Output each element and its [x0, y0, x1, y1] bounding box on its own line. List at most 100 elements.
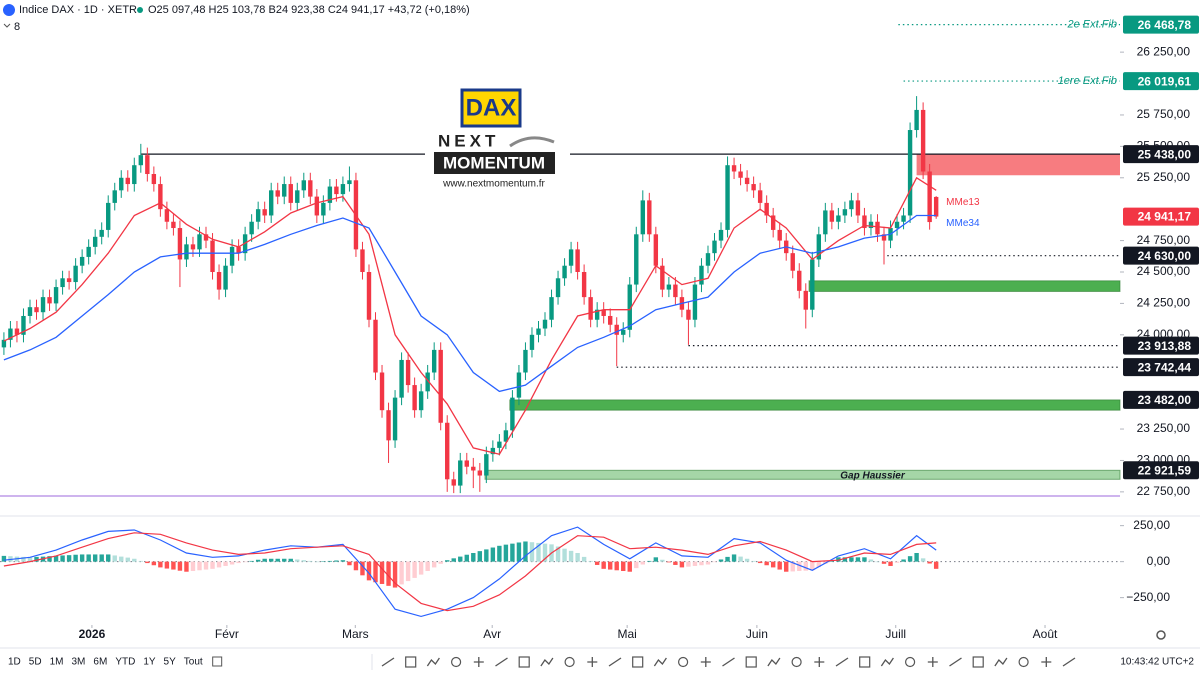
tool-icon[interactable] — [381, 657, 395, 667]
y-tick-label: 26 250,00 — [1137, 44, 1191, 58]
histogram-bar — [464, 554, 469, 562]
tool-icon[interactable] — [653, 657, 667, 667]
tool-icon[interactable] — [767, 657, 781, 667]
candle-body — [823, 210, 828, 235]
candle-body — [471, 466, 476, 471]
histogram-bar — [477, 551, 483, 562]
candle-body — [810, 259, 815, 310]
tool-icon[interactable] — [880, 657, 894, 667]
tool-icon[interactable] — [700, 657, 711, 667]
tool-icon[interactable] — [1062, 657, 1076, 667]
tool-icon[interactable] — [587, 657, 598, 667]
tool-icon[interactable] — [608, 657, 622, 667]
candle-body — [933, 196, 939, 217]
price-label-box — [1123, 390, 1199, 409]
histogram-bar — [888, 561, 893, 566]
tool-icon[interactable] — [632, 656, 644, 668]
histogram-bar — [503, 544, 509, 562]
candle-body — [236, 246, 241, 254]
tool-icon[interactable] — [451, 656, 462, 668]
candle-body — [751, 184, 756, 191]
candle-body — [73, 265, 78, 283]
tool-icon[interactable] — [814, 657, 825, 667]
indicator-count[interactable]: 8 — [14, 21, 20, 33]
range-button[interactable]: YTD — [115, 657, 135, 668]
tool-icon[interactable] — [994, 657, 1008, 667]
candle-body — [849, 200, 854, 210]
histogram-bar — [66, 555, 72, 562]
histogram-bar — [614, 561, 619, 571]
histogram-bar — [373, 561, 378, 583]
y-tick-label: 24 250,00 — [1137, 296, 1191, 310]
histogram-bar — [47, 556, 52, 562]
candle-body — [718, 229, 724, 241]
histogram-bar — [666, 561, 672, 563]
candle-body — [203, 234, 209, 241]
tool-icon[interactable] — [426, 657, 440, 667]
histogram-bar — [575, 553, 580, 562]
collapse-icon[interactable] — [3, 23, 11, 28]
tool-icon[interactable] — [791, 656, 802, 668]
symbol-name[interactable]: Indice DAX · 1D · XETR — [19, 4, 137, 16]
range-button[interactable]: 1D — [8, 657, 21, 668]
tool-icon[interactable] — [1018, 656, 1029, 668]
histogram-bar — [594, 561, 600, 565]
histogram-bar — [797, 561, 802, 571]
settings-icon[interactable] — [1156, 630, 1166, 640]
range-button[interactable]: 1M — [50, 657, 64, 668]
histogram-bar — [523, 541, 528, 562]
histogram-bar — [718, 559, 724, 562]
tool-icon[interactable] — [835, 657, 849, 667]
tool-icon[interactable] — [495, 657, 508, 667]
histogram-bar — [927, 561, 932, 564]
level-note: 2e Ext.Fib — [1066, 19, 1117, 31]
tool-icon[interactable] — [949, 657, 962, 667]
tool-icon[interactable] — [927, 657, 938, 667]
range-button[interactable]: 1Y — [143, 657, 156, 668]
histogram-bar — [516, 542, 522, 562]
candle-body — [8, 328, 13, 340]
tool-icon[interactable] — [540, 657, 554, 667]
tool-icon[interactable] — [405, 656, 417, 668]
candle-body — [40, 297, 46, 313]
candle-body — [803, 290, 808, 310]
histogram-bar — [282, 558, 287, 562]
candle-body — [255, 209, 261, 222]
candle-body — [119, 177, 124, 191]
tool-icon[interactable] — [473, 657, 484, 667]
x-tick-label: Avr — [483, 627, 501, 641]
range-button[interactable]: 6M — [93, 657, 107, 668]
candle-body — [86, 246, 91, 257]
range-button[interactable]: 3M — [72, 657, 86, 668]
tool-icon[interactable] — [1041, 657, 1052, 667]
candle-body — [510, 397, 515, 431]
candle-body — [60, 278, 65, 288]
candle-body — [190, 244, 196, 250]
tool-icon[interactable] — [677, 656, 689, 668]
candle-body — [836, 215, 841, 222]
tool-icon[interactable] — [518, 656, 530, 668]
candle-body — [386, 410, 391, 441]
tool-icon[interactable] — [904, 656, 916, 668]
candle-body — [497, 441, 502, 448]
candle-body — [405, 359, 411, 386]
date-range-icon[interactable] — [212, 656, 223, 667]
tool-icon[interactable] — [722, 657, 735, 667]
candle-body — [907, 130, 913, 216]
candle-body — [373, 319, 378, 373]
range-button[interactable]: 5Y — [164, 657, 177, 668]
histogram-bar — [236, 561, 241, 564]
candle-body — [412, 385, 417, 411]
candle-body — [223, 265, 228, 290]
tool-icon[interactable] — [859, 656, 871, 668]
range-button[interactable]: 5D — [29, 657, 42, 668]
range-button[interactable]: Tout — [184, 657, 203, 668]
histogram-bar — [920, 558, 926, 562]
tool-icon[interactable] — [745, 656, 757, 668]
candle-body — [621, 329, 626, 335]
macd-line — [3, 532, 937, 612]
tool-icon[interactable] — [564, 656, 575, 668]
candle-body — [47, 297, 52, 304]
histogram-bar — [497, 545, 502, 562]
tool-icon[interactable] — [972, 656, 984, 668]
